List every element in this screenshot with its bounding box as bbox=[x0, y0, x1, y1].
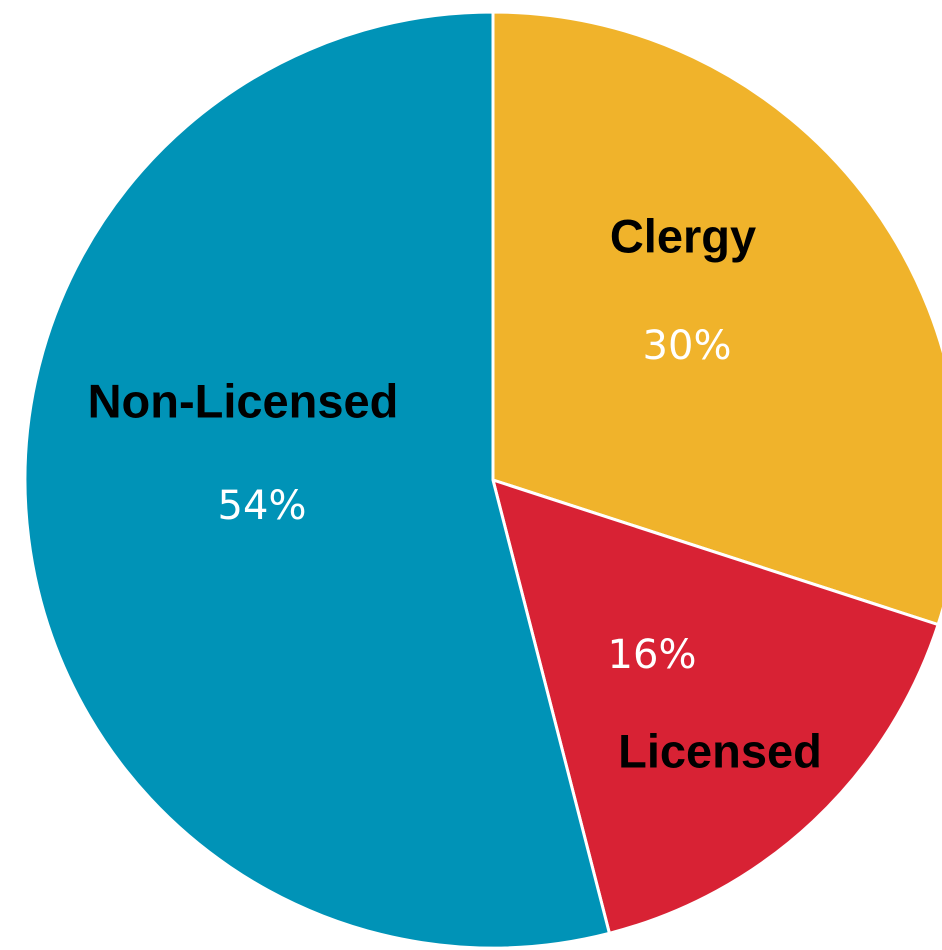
slice-label: Clergy bbox=[610, 209, 756, 262]
value-label: 54% bbox=[218, 483, 307, 529]
pie-slice bbox=[23, 10, 612, 950]
value-label: 30% bbox=[643, 323, 732, 369]
value-label: 16% bbox=[608, 632, 697, 678]
pie-slice bbox=[490, 477, 940, 936]
slice-label: Licensed bbox=[618, 724, 822, 777]
slice-label: Non-Licensed bbox=[88, 374, 399, 427]
pie-slice bbox=[491, 10, 942, 627]
